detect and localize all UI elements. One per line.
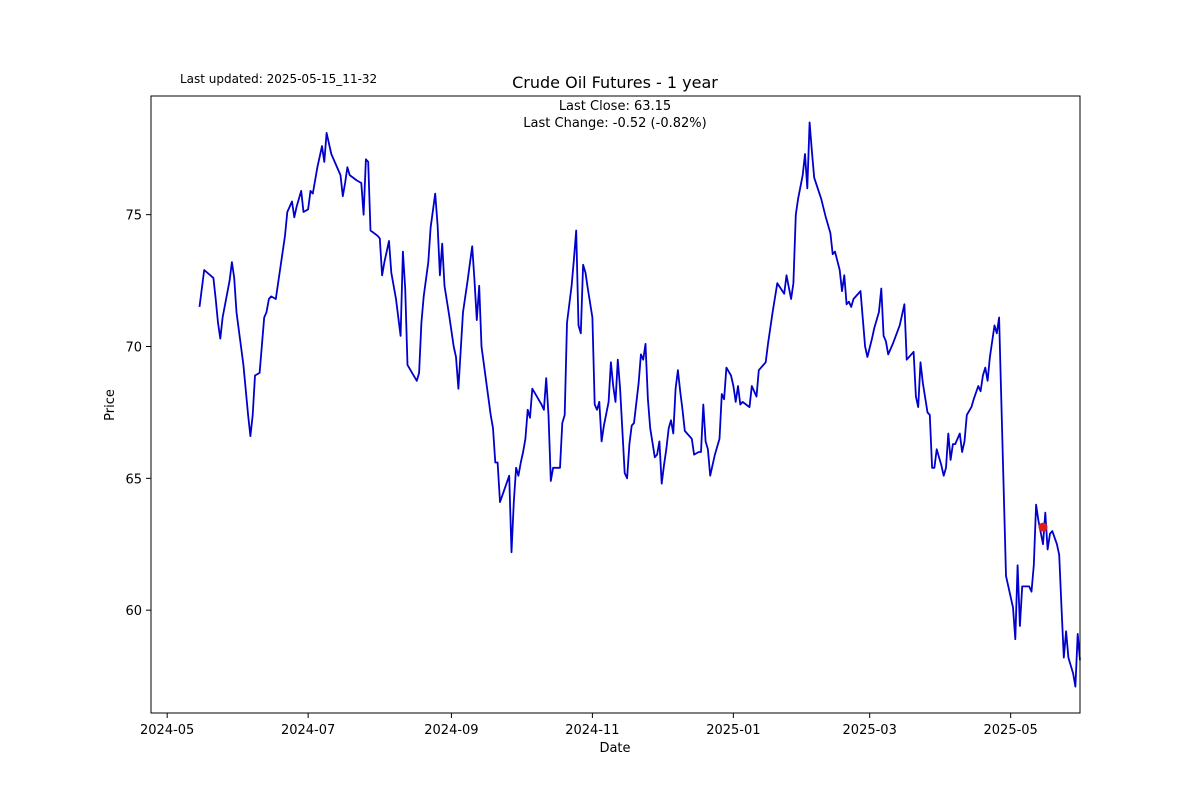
x-tick-label: 2025-03 <box>843 723 897 738</box>
x-tick-label: 2024-11 <box>565 723 619 738</box>
x-tick-label: 2025-05 <box>984 723 1038 738</box>
x-axis-label: Date <box>599 741 630 756</box>
y-tick-label: 75 <box>125 209 142 224</box>
x-axis: 2024-05 2024-07 2024-09 2024-11 2025-01 2025-… <box>140 713 1038 738</box>
last-close-marker <box>1038 522 1048 532</box>
y-tick-label: 60 <box>125 604 142 619</box>
x-tick-label: 2024-09 <box>424 723 478 738</box>
last-change-annotation: Last Change: -0.52 (-0.82%) <box>523 116 706 131</box>
y-tick-label: 70 <box>125 340 142 355</box>
y-axis-label: Price <box>103 389 118 421</box>
plot-frame <box>150 95 1081 714</box>
last-updated-label: Last updated: 2025-05-15_11-32 <box>180 72 377 86</box>
plot-area <box>198 121 1081 688</box>
y-axis: 60 65 70 75 <box>125 209 151 619</box>
chart-title: Crude Oil Futures - 1 year <box>512 73 718 92</box>
price-line-series-0 <box>198 121 1081 688</box>
x-tick-label: 2024-05 <box>140 723 194 738</box>
y-tick-label: 65 <box>125 472 142 487</box>
x-tick-label: 2024-07 <box>281 723 335 738</box>
last-close-annotation: Last Close: 63.15 <box>559 99 671 114</box>
x-tick-label: 2025-01 <box>706 723 760 738</box>
